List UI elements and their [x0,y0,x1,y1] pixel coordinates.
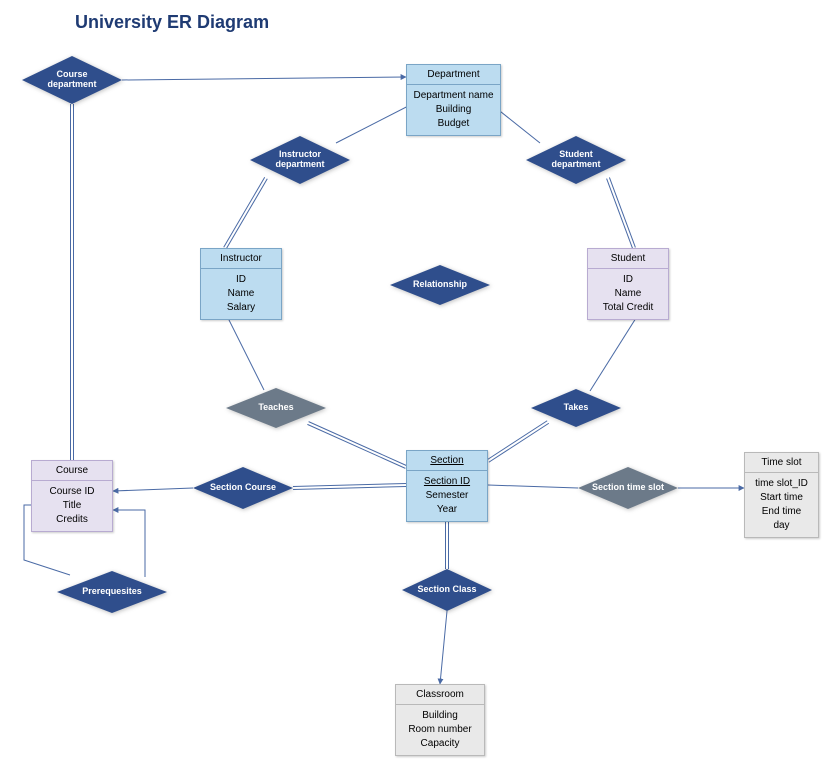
relationship-instructor_department-label: Instructor department [260,150,340,170]
entity-classroom-header: Classroom [396,685,484,705]
relationship-relationship: Relationship [390,265,490,305]
entity-course-attrs: Course IDTitleCredits [32,481,112,531]
relationship-relationship-label: Relationship [400,280,480,290]
entity-instructor: InstructorIDNameSalary [200,248,282,320]
relationship-course_department: Course department [22,56,122,104]
relationship-takes-label: Takes [540,403,612,413]
entity-department-attrs: Department nameBuildingBudget [407,85,500,135]
entity-department-header: Department [407,65,500,85]
relationship-prerequisites-label: Prerequesites [68,587,156,597]
relationship-prerequisites: Prerequesites [57,571,167,613]
entity-department: DepartmentDepartment nameBuildingBudget [406,64,501,136]
relationship-takes: Takes [531,389,621,427]
relationship-section_timeslot: Section time slot [578,467,678,509]
relationship-section_timeslot-label: Section time slot [588,483,668,493]
diagram-title: University ER Diagram [75,12,269,33]
entity-student-attrs: IDNameTotal Credit [588,269,668,319]
entity-instructor-attrs: IDNameSalary [201,269,281,319]
entity-timeslot-header: Time slot [745,453,818,473]
entity-timeslot-attrs: time slot_IDStart timeEnd timeday [745,473,818,537]
relationship-student_department-label: Student department [536,150,616,170]
relationship-section_course: Section Course [193,467,293,509]
relationship-course_department-label: Course department [32,70,112,90]
entity-timeslot: Time slottime slot_IDStart timeEnd timed… [744,452,819,538]
entity-section-header: Section [407,451,487,471]
entity-classroom-attrs: BuildingRoom numberCapacity [396,705,484,755]
entity-student-header: Student [588,249,668,269]
entity-student: StudentIDNameTotal Credit [587,248,669,320]
relationship-teaches: Teaches [226,388,326,428]
entity-instructor-header: Instructor [201,249,281,269]
entity-course: CourseCourse IDTitleCredits [31,460,113,532]
entity-course-header: Course [32,461,112,481]
relationship-section_class: Section Class [402,569,492,611]
relationship-instructor_department: Instructor department [250,136,350,184]
relationship-student_department: Student department [526,136,626,184]
relationship-section_course-label: Section Course [203,483,283,493]
relationship-section_class-label: Section Class [411,585,483,595]
entity-section: SectionSection IDSemesterYear [406,450,488,522]
entity-classroom: ClassroomBuildingRoom numberCapacity [395,684,485,756]
relationship-teaches-label: Teaches [236,403,316,413]
entity-section-attrs: Section IDSemesterYear [407,471,487,521]
